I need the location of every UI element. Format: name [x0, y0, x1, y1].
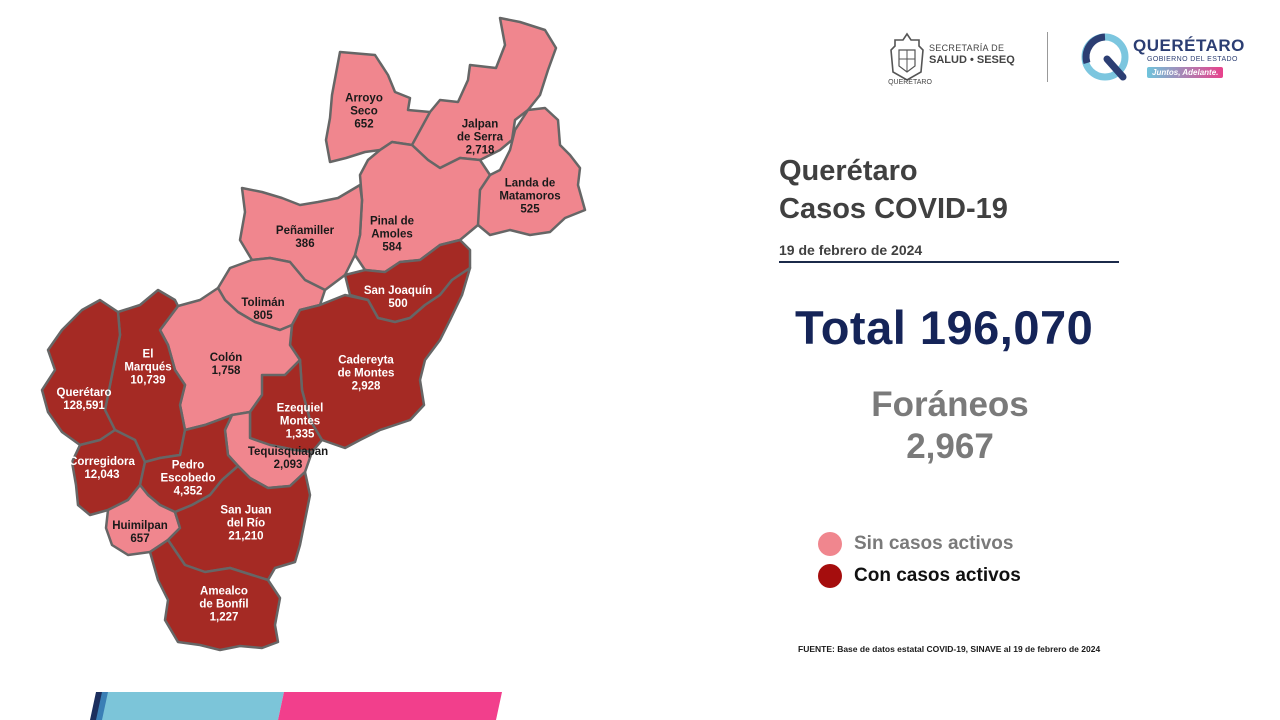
label-jalpan: Jalpan de Serra 2,718	[457, 119, 503, 158]
label-name-line: Jalpan	[461, 118, 499, 131]
label-name-line: Amealco	[200, 585, 248, 598]
label-name-line: Corregidora	[69, 456, 135, 468]
queretaro-map	[40, 16, 587, 652]
label-name-line: Huimilpan	[112, 520, 168, 532]
map-legend: Sin casos activos Con casos activos	[818, 528, 1021, 592]
foraneos-value: 2,967	[906, 427, 994, 466]
label-case-count: 657	[130, 533, 150, 545]
label-name-line: Pedro	[171, 459, 205, 472]
label-name-line: Escobedo	[160, 472, 216, 485]
label-name-line: Matamoros	[499, 190, 561, 203]
label-name-line: Tequisquiapan	[247, 446, 329, 458]
label-name-line: El	[142, 348, 154, 361]
label-case-count: 12,043	[84, 469, 120, 481]
total-cases: Total 196,070	[795, 301, 1094, 354]
label-name-line: Querétaro	[56, 387, 112, 399]
label-case-count: 584	[382, 241, 402, 254]
label-case-count: 2,928	[351, 380, 381, 393]
label-name-line: Arroyo	[345, 92, 383, 105]
label-pedro-escobedo: Pedro Escobedo 4,352	[161, 460, 216, 499]
label-name-line: Landa de	[504, 177, 556, 190]
label-case-count: 4,352	[173, 485, 203, 498]
label-name-line: Peñamiller	[275, 225, 335, 237]
foraneos-label: Foráneos	[871, 385, 1029, 424]
state-crest-icon	[890, 32, 924, 81]
header-logos: SECRETARÍA DE SALUD • SESEQ QUERÉTARO QU…	[885, 30, 1255, 86]
label-arroyo-seco: Arroyo Seco 652	[345, 93, 383, 132]
secretaria-place: QUERÉTARO	[888, 79, 932, 86]
decorative-color-bar	[90, 692, 502, 720]
label-name-line: de Montes	[337, 367, 395, 380]
label-case-count: 500	[388, 298, 408, 310]
label-name-line: Tolimán	[241, 297, 285, 309]
state-title: QUERÉTARO	[1133, 36, 1245, 55]
label-landa: Landa de Matamoros 525	[499, 178, 560, 217]
label-case-count: 525	[520, 203, 540, 216]
label-case-count: 805	[253, 310, 273, 322]
label-toliman: Tolimán 805	[241, 297, 284, 323]
label-el-marques: El Marqués 10,739	[124, 349, 171, 388]
label-amealco: Amealco de Bonfil 1,227	[199, 586, 248, 625]
page-title: Querétaro Casos COVID-19	[779, 152, 1008, 228]
label-name-line: del Río	[226, 517, 266, 530]
legend-item-sin-casos: Sin casos activos	[818, 528, 1021, 560]
secretaria-line2: SALUD • SESEQ	[929, 54, 1015, 66]
label-name-line: Cadereyta	[338, 354, 394, 367]
label-case-count: 2,718	[465, 144, 495, 157]
label-case-count: 10,739	[130, 374, 166, 387]
legend-swatch-con-casos	[818, 564, 842, 588]
state-subtitle: GOBIERNO DEL ESTADO	[1147, 56, 1238, 63]
logo-divider	[1047, 32, 1048, 82]
label-queretaro: Querétaro 128,591	[57, 387, 112, 413]
label-case-count: 1,335	[285, 428, 315, 441]
label-case-count: 386	[295, 238, 315, 250]
label-case-count: 21,210	[228, 530, 264, 543]
label-name-line: San Juan	[220, 504, 272, 517]
source-note: FUENTE: Base de datos estatal COVID-19, …	[798, 644, 1101, 654]
title-line2: Casos COVID-19	[779, 193, 1008, 225]
label-corregidora: Corregidora 12,043	[69, 456, 135, 482]
state-tagline: Juntos, Adelante.	[1147, 67, 1224, 78]
label-san-juan: San Juan del Río 21,210	[220, 505, 271, 544]
label-name-line: de Serra	[456, 131, 504, 144]
label-name-line: Pinal de	[369, 215, 415, 228]
secretaria-salud-text: SECRETARÍA DE SALUD • SESEQ QUERÉTARO	[888, 42, 1015, 86]
label-ezequiel: Ezequiel Montes 1,335	[277, 403, 324, 442]
label-case-count: 1,227	[209, 611, 239, 624]
region-landa[interactable]	[473, 106, 587, 237]
label-case-count: 128,591	[63, 400, 105, 412]
label-name-line: Ezequiel	[276, 402, 324, 415]
legend-label-sin-casos: Sin casos activos	[854, 533, 1014, 554]
label-name-line: de Bonfil	[199, 598, 249, 611]
label-colon: Colón 1,758	[210, 352, 243, 378]
label-case-count: 2,093	[273, 459, 303, 471]
legend-swatch-sin-casos	[818, 532, 842, 556]
queretaro-q-logo-icon	[1081, 33, 1129, 81]
title-line1: Querétaro	[779, 155, 918, 187]
legend-item-con-casos: Con casos activos	[818, 560, 1021, 592]
label-name-line: Amoles	[371, 228, 413, 241]
label-name-line: Marqués	[124, 361, 172, 374]
label-name-line: Seco	[350, 105, 378, 118]
label-san-joaquin: San Joaquín 500	[364, 285, 432, 311]
secretaria-line1: SECRETARÍA DE	[929, 43, 1005, 53]
label-cadereyta: Cadereyta de Montes 2,928	[338, 355, 395, 394]
region-amealco[interactable]	[148, 538, 282, 652]
label-case-count: 1,758	[211, 365, 241, 377]
foraneos-block: Foráneos 2,967	[850, 384, 1050, 468]
label-tequisquiapan: Tequisquiapan 2,093	[248, 446, 328, 472]
label-name-line: San Joaquín	[363, 285, 433, 297]
label-pinal: Pinal de Amoles 584	[370, 216, 414, 255]
label-penamiller: Peñamiller 386	[276, 225, 334, 251]
legend-label-con-casos: Con casos activos	[854, 565, 1021, 586]
label-huimilpan: Huimilpan 657	[112, 520, 168, 546]
label-name-line: Montes	[279, 415, 321, 428]
report-date: 19 de febrero de 2024	[779, 242, 1119, 263]
region-queretaro[interactable]	[40, 298, 122, 447]
label-case-count: 652	[354, 118, 374, 131]
label-name-line: Colón	[209, 352, 243, 364]
